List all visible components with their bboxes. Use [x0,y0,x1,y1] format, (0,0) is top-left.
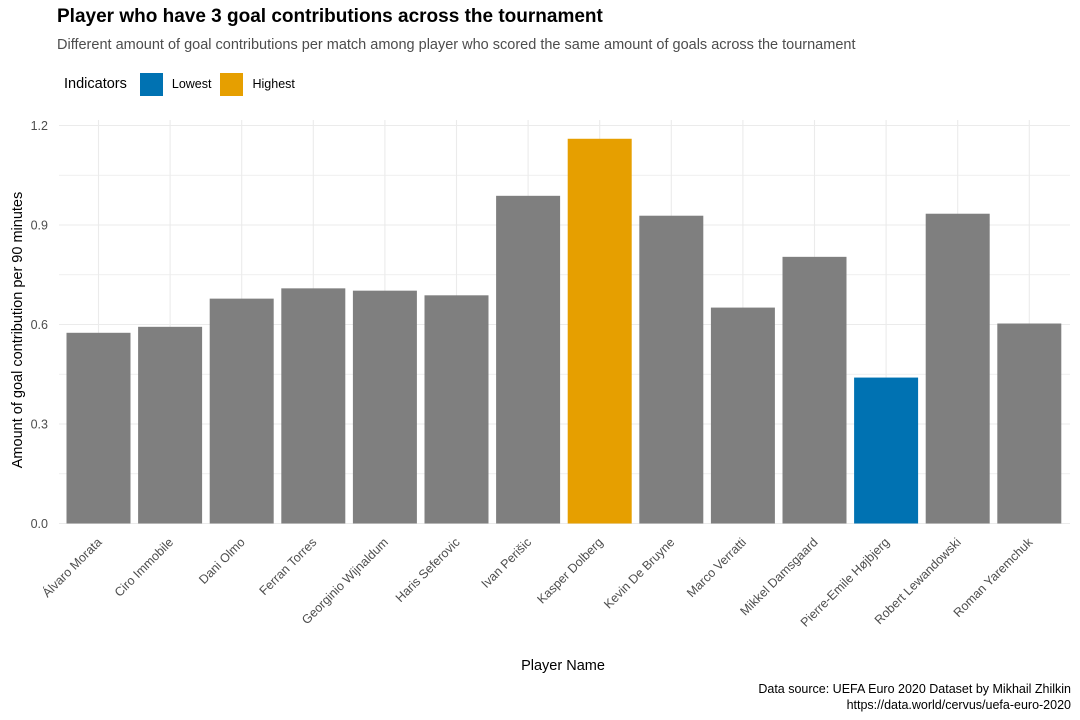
y-axis-ticks: 0.0 0.3 0.6 0.9 1.2 [31,119,48,531]
bar-12 [925,213,990,524]
bars [66,138,1062,524]
y-axis-label: Amount of goal contribution per 90 minut… [10,192,26,468]
x-tick-label: Marco Verratti [684,535,749,600]
bar-1 [138,326,203,524]
caption: Data source: UEFA Euro 2020 Dataset by M… [758,681,1071,713]
bar-6 [496,195,561,524]
bar-7 [567,138,632,524]
x-tick-label: Kevin De Bruyne [601,535,677,611]
y-tick-label: 0.0 [31,517,48,531]
legend-swatch-lowest [139,72,163,96]
legend: Indicators Lowest Highest [64,72,304,96]
y-tick-label: 0.6 [31,318,48,332]
bar-4 [352,290,417,524]
legend-title: Indicators [64,76,127,92]
chart-subtitle: Different amount of goal contributions p… [57,37,856,53]
caption-line-1: Data source: UEFA Euro 2020 Dataset by M… [758,682,1071,696]
legend-item-highest: Highest [220,72,295,96]
bar-0 [66,332,131,524]
bar-13 [997,323,1062,524]
x-tick-label: Dani Olmo [196,535,248,587]
chart-title: Player who have 3 goal contributions acr… [57,6,603,27]
x-tick-label: Roman Yaremchuk [951,535,1036,620]
x-tick-label: Ferran Torres [257,535,320,598]
legend-label-lowest: Lowest [171,77,212,91]
bar-9 [710,307,775,524]
legend-item-lowest: Lowest [139,72,212,96]
legend-label-highest: Highest [252,77,295,91]
bar-2 [209,298,274,524]
x-tick-label: Álvaro Morata [39,534,105,600]
y-tick-label: 0.3 [31,418,48,432]
legend-swatch-highest [220,72,244,96]
caption-line-2: https://data.world/cervus/uefa-euro-2020 [846,698,1071,712]
x-tick-label: Mikkel Damsgaard [738,535,821,618]
x-tick-label: Ivan Perišic [479,535,535,591]
x-axis-label: Player Name [521,658,605,674]
x-axis-ticks: Álvaro Morata Ciro Immobile Dani Olmo Ferra… [39,534,1036,629]
x-tick-label: Kasper Dolberg [535,535,606,606]
y-tick-label: 1.2 [31,119,48,133]
y-tick-label: 0.9 [31,219,48,233]
x-tick-label: Haris Seferovic [393,535,463,605]
bar-10 [782,256,847,524]
bar-5 [424,295,489,524]
bar-11 [854,377,919,524]
x-tick-label: Ciro Immobile [112,535,176,599]
bar-3 [281,288,346,524]
bar-8 [639,215,704,524]
